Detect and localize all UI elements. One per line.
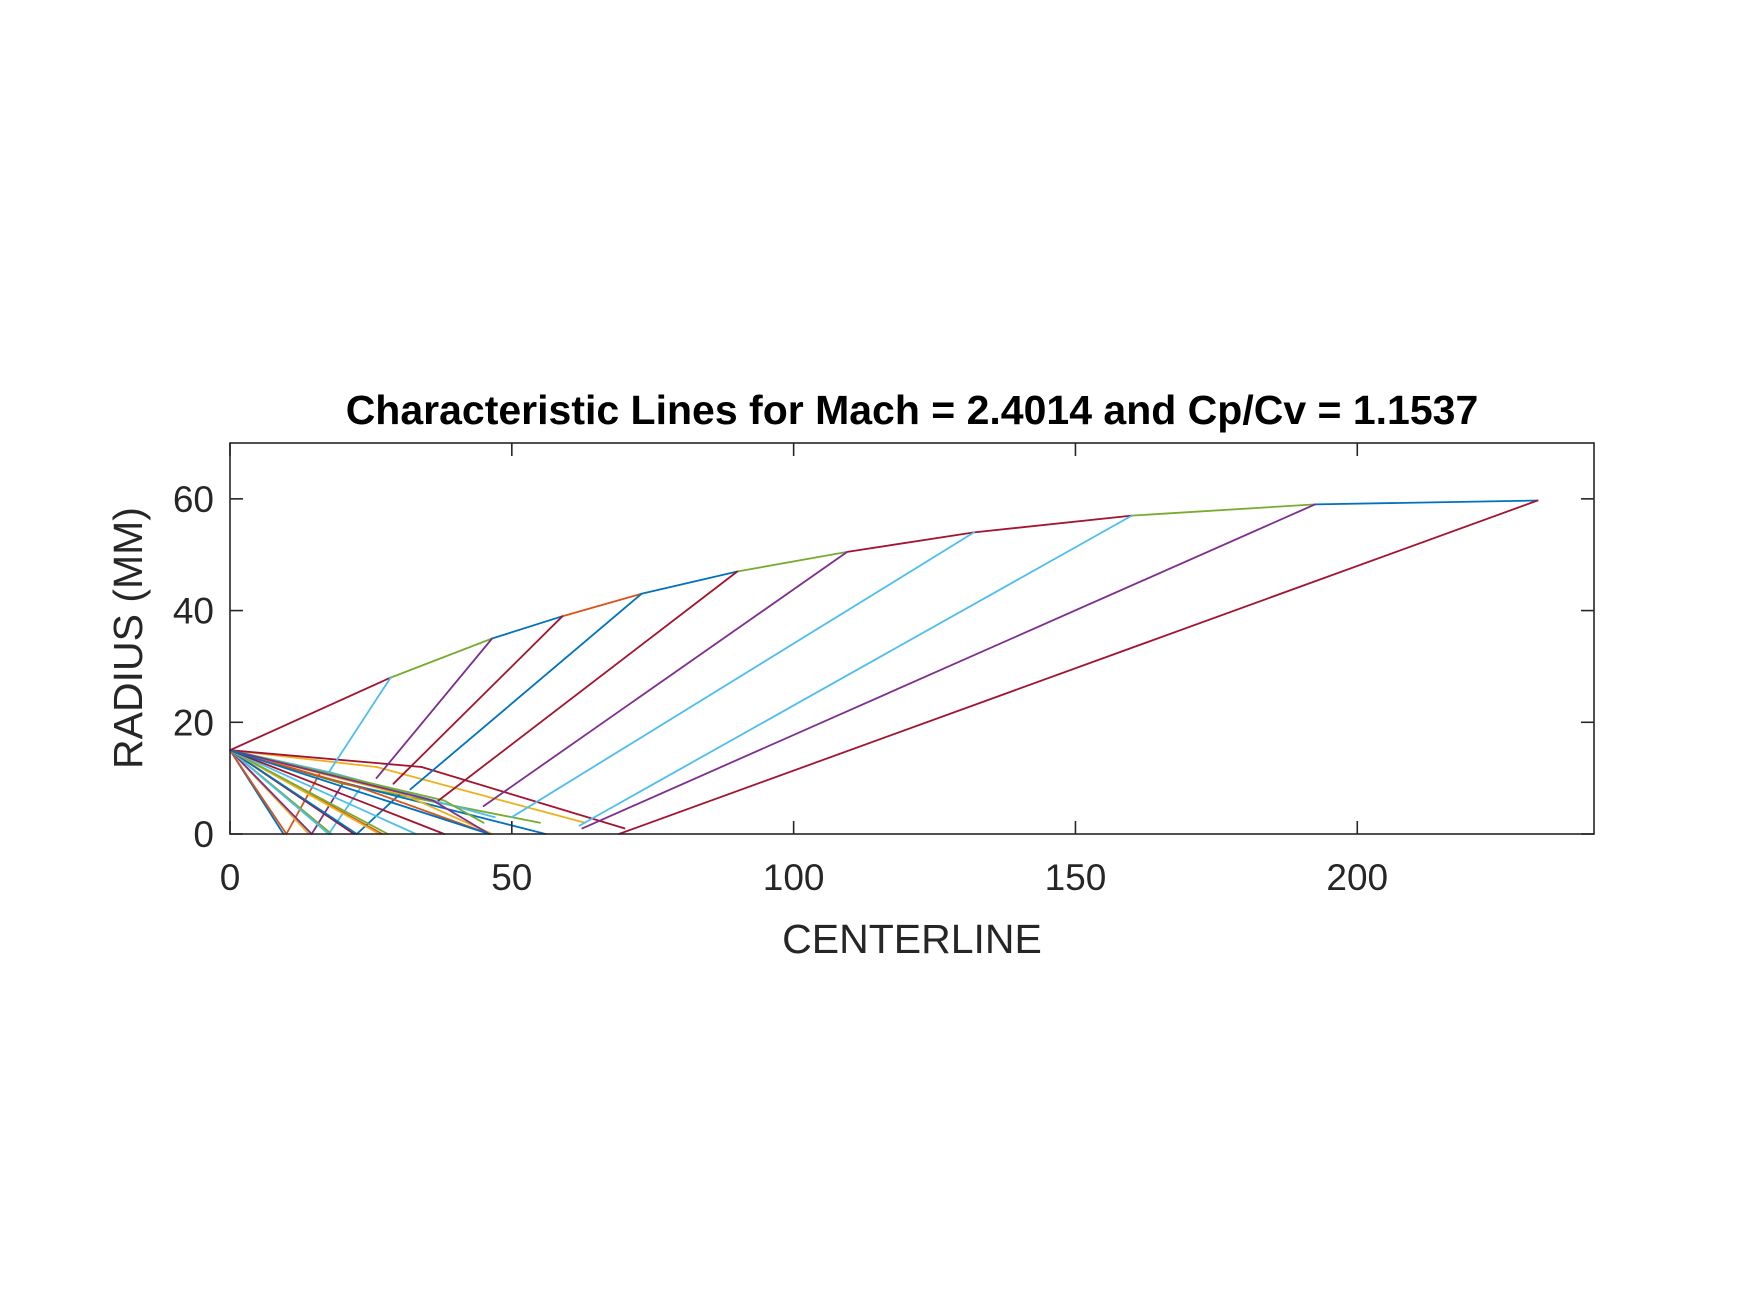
characteristic-line-12: [229, 749, 330, 835]
characteristic-line-56: [618, 499, 1539, 835]
characteristic-line-47: [327, 676, 392, 774]
characteristic-line-37: [229, 676, 392, 752]
characteristic-line-18: [420, 766, 626, 830]
characteristic-line-54: [578, 514, 1133, 827]
characteristic-line-19: [229, 749, 358, 835]
characteristic-line-31: [443, 799, 485, 824]
characteristic-line-52: [482, 551, 849, 807]
y-tick-label: 40: [173, 591, 214, 632]
characteristic-line-51: [437, 570, 739, 802]
chart-title: Characteristic Lines for Mach = 2.4014 a…: [346, 387, 1479, 433]
characteristic-line-43: [846, 531, 975, 553]
characteristic-line-53: [510, 531, 975, 819]
characteristic-line-32: [229, 749, 417, 835]
characteristic-line-49: [392, 615, 564, 785]
y-tick-label: 0: [193, 814, 214, 855]
characteristic-line-22: [355, 794, 401, 835]
tick-layer: 0 50 100 150 200 0 20 40 60: [173, 443, 1594, 898]
characteristic-line-2: [229, 749, 288, 835]
characteristic-line-42: [736, 551, 849, 573]
characteristic-line-40: [561, 592, 643, 618]
axes-box: [229, 442, 1595, 835]
characteristic-line-46: [1314, 499, 1539, 506]
x-tick-label: 200: [1326, 857, 1388, 898]
characteristic-line-38: [389, 637, 494, 679]
y-axis-label: RADIUS (MM): [105, 507, 151, 769]
x-axis-label: CENTERLINE: [782, 916, 1042, 962]
characteristic-line-50: [409, 592, 643, 791]
x-tick-label: 50: [491, 857, 532, 898]
y-tick-label: 60: [173, 479, 214, 520]
y-tick-label: 20: [173, 702, 214, 743]
characteristic-line-35: [229, 749, 446, 835]
characteristic-line-48: [375, 637, 494, 779]
characteristic-line-33: [229, 749, 434, 802]
x-tick-label: 150: [1045, 857, 1107, 898]
characteristic-line-29: [229, 749, 389, 835]
series-layer: [229, 499, 1539, 835]
x-tick-label: 100: [763, 857, 825, 898]
characteristic-line-7: [229, 749, 313, 835]
characteristic-line-45: [1130, 503, 1316, 517]
characteristic-line-6: [375, 766, 586, 824]
characteristic-line-34: [431, 799, 491, 835]
characteristic-line-36: [229, 749, 491, 835]
characteristic-line-21: [324, 777, 547, 835]
x-tick-label: 0: [220, 857, 241, 898]
characteristic-line-41: [640, 570, 739, 595]
characteristic-line-44: [973, 514, 1133, 534]
characteristic-line-17: [229, 749, 423, 768]
characteristic-line-55: [581, 503, 1316, 830]
characteristic-line-39: [491, 615, 564, 640]
